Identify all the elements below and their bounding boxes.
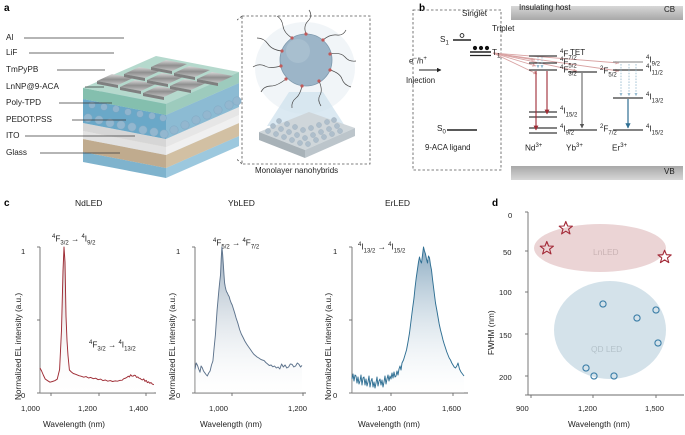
stack-label-tmpypb: TmPyPB [6,65,39,74]
triplet-label: Triplet [492,24,515,33]
x-tick-d-900: 900 [516,404,529,413]
nd-level-4f52: 4F5/2 [560,57,577,70]
chart-plot-erled [349,246,468,396]
cb-label: CB [664,5,676,14]
x-tick-d-1500: 1,500 [645,404,665,413]
nd-level-4f32: 4F3/2 [560,65,577,78]
x-axis-label-panel-d: Wavelength (nm) [568,420,631,429]
annotation-yb-4f52-4f72: 4F5/2 → 4F7/2 [213,238,260,251]
er-level-4i152: 4I15/2 [646,124,664,137]
annotation-nd-4f32-4i132: 4F3/2 → 4I13/2 [89,340,136,353]
x-tick-d-1200: 1,200 [578,404,598,413]
x-tick-ndled-1000: 1,000 [21,404,41,413]
panel-letter-d: d [492,198,499,209]
host-label: Insulating host [519,3,571,12]
stack-label-lnnp: LnNP@9-ACA [6,82,59,91]
panel-b-energy-diagram [412,6,683,180]
chart-plot-ybled [192,246,306,396]
x-axis-label-ybled: Wavelength (nm) [200,420,263,429]
x-tick-erled-1600: 1,600 [442,404,462,413]
panel-letter-a: a [4,3,10,14]
x-tick-ndled-1400: 1,400 [129,404,149,413]
annotation-er-4i132-4i152: 4I13/2 → 4I15/2 [358,242,406,255]
x-tick-ndled-1200: 1,200 [78,404,98,413]
t1-label: T1 [492,48,501,60]
stack-label-al: Al [6,33,14,42]
stack-label-glass: Glass [6,148,27,157]
nd-level-4i152: 4I15/2 [560,106,578,119]
y-axis-label-erled: Normalized EL intensity (a.u.) [324,292,333,400]
y-tick-ybled-0: 0 [176,391,181,400]
er-level-4i112: 4I11/2 [646,64,663,77]
inset-caption: Monolayer nanohybrids [255,166,339,175]
er-level-4i132: 4I13/2 [646,92,664,105]
annotation-nd-4f32-4i92: 4F3/2 → 4I9/2 [52,234,96,247]
y-tick-d-100: 100 [499,288,512,297]
singlet-label: Singlet [462,9,488,18]
injection-label: Injection [406,76,436,85]
vb-label: VB [664,167,675,176]
y-tick-ybled-1: 1 [176,247,181,256]
panel-letter-c: c [4,198,10,209]
panel-letter-b: b [419,3,426,14]
y-tick-erled-0: 0 [333,391,338,400]
chart-plot-fwhm-scatter [525,211,684,398]
y-tick-d-150: 150 [499,331,512,340]
y-tick-d-50: 50 [503,248,512,257]
yb-level-2f52: 2F5/2 [600,66,617,79]
y-tick-erled-1: 1 [333,247,338,256]
stack-label-lif: LiF [6,48,18,57]
y-tick-ndled-0: 0 [21,391,26,400]
injection-carriers-label: e−/h+ [409,56,427,66]
panel-a-inset [237,9,371,165]
stack-label-pedotpss: PEDOT:PSS [6,115,52,124]
chart-title-erled: ErLED [385,198,411,208]
x-tick-erled-1400: 1,400 [377,404,397,413]
y-tick-ndled-1: 1 [21,247,26,256]
ion-label-yb: Yb3+ [566,143,583,153]
y-tick-d-0: 0 [508,211,513,220]
er-level-4i92: 4I9/2 [646,55,660,68]
tet-label: TET [570,48,586,57]
ligand-label: 9-ACA ligand [425,143,471,152]
panel-a-device-stack [24,37,242,178]
x-axis-label-ndled: Wavelength (nm) [43,420,106,429]
s0-label: S0 [437,124,446,136]
stack-label-ito: ITO [6,131,20,140]
chart-plot-ndled [37,246,156,396]
x-tick-ybled-1200: 1,200 [288,404,308,413]
nd-level-4i92: 4I9/2 [560,124,574,137]
s1-label: S1 [440,35,449,47]
nd-level-4f72: 4F7/2 [560,49,577,62]
y-axis-label-fwhm: FWHM (nm) [487,310,496,355]
stack-label-polytpd: Poly-TPD [6,98,42,107]
chart-title-ybled: YbLED [228,198,255,208]
chart-title-ndled: NdLED [75,198,103,208]
ion-label-er: Er3+ [612,143,628,153]
x-axis-label-erled: Wavelength (nm) [358,420,421,429]
y-tick-d-200: 200 [499,373,512,382]
y-axis-label-ndled: Normalized EL intensity (a.u.) [14,292,23,400]
yb-level-2f72: 2F7/2 [600,124,617,137]
x-tick-ybled-1000: 1,000 [209,404,229,413]
ion-label-nd: Nd3+ [525,143,543,153]
y-axis-label-ybled: Normalized EL intensity (a.u.) [168,292,177,400]
